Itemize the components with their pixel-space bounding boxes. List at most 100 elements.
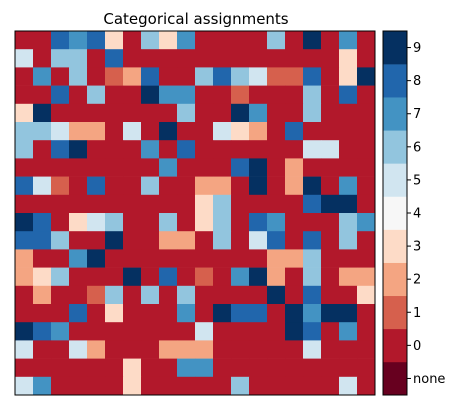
colorbar-segment <box>383 229 407 263</box>
heatmap-cell <box>195 194 214 214</box>
heatmap-cell <box>267 176 286 196</box>
heatmap-cell <box>285 85 304 105</box>
heatmap-cell <box>51 358 70 378</box>
heatmap-cell <box>213 304 232 323</box>
heatmap-cell <box>159 103 178 123</box>
heatmap-cell <box>141 340 160 359</box>
heatmap-cell <box>339 158 358 177</box>
heatmap-cell <box>69 122 88 141</box>
heatmap-cell <box>105 85 124 105</box>
heatmap-cell <box>357 176 376 196</box>
heatmap-cell <box>321 322 340 341</box>
heatmap-cell <box>339 231 358 250</box>
heatmap-cell <box>321 158 340 177</box>
heatmap-cell <box>303 322 322 341</box>
heatmap-cell <box>303 103 322 123</box>
heatmap-cell <box>141 67 160 86</box>
heatmap-cell <box>231 267 250 287</box>
heatmap-cell <box>105 67 124 86</box>
heatmap-cell <box>339 249 358 268</box>
heatmap-cell <box>213 285 232 305</box>
heatmap-cell <box>357 194 376 214</box>
heatmap-cell <box>123 140 142 159</box>
heatmap-cell <box>339 213 358 232</box>
heatmap-cell <box>15 122 34 141</box>
heatmap-cell <box>267 285 286 305</box>
heatmap-cell <box>357 231 376 250</box>
heatmap-cell <box>123 376 142 396</box>
heatmap-cell <box>249 194 268 214</box>
colorbar <box>383 31 407 396</box>
heatmap-cell <box>249 231 268 250</box>
heatmap-cell <box>231 31 250 50</box>
heatmap-cell <box>339 194 358 214</box>
heatmap-cell <box>141 31 160 50</box>
heatmap-cell <box>105 176 124 196</box>
heatmap-cell <box>285 158 304 177</box>
heatmap-cell <box>267 67 286 86</box>
colorbar-tick-label: 2 <box>413 273 421 288</box>
heatmap-cell <box>339 67 358 86</box>
heatmap-cell <box>321 358 340 378</box>
heatmap-cell <box>357 267 376 287</box>
heatmap-cell <box>87 231 106 250</box>
heatmap-cell <box>33 231 52 250</box>
heatmap-cell <box>195 267 214 287</box>
colorbar-frame <box>382 30 408 396</box>
heatmap-cell <box>339 176 358 196</box>
heatmap-cell <box>303 376 322 396</box>
heatmap-cell <box>249 304 268 323</box>
heatmap-cell <box>267 213 286 232</box>
heatmap-cell <box>303 231 322 250</box>
heatmap-cell <box>141 140 160 159</box>
heatmap-cell <box>285 267 304 287</box>
heatmap-cell <box>231 158 250 177</box>
heatmap-cell <box>123 103 142 123</box>
heatmap-cell <box>231 122 250 141</box>
heatmap-cell <box>177 140 196 159</box>
heatmap-cell <box>249 122 268 141</box>
heatmap-cell <box>159 213 178 232</box>
heatmap-cell <box>249 322 268 341</box>
heatmap-cell <box>321 340 340 359</box>
heatmap-cell <box>69 194 88 214</box>
heatmap-cell <box>213 49 232 68</box>
heatmap-cell <box>303 194 322 214</box>
heatmap-cell <box>321 249 340 268</box>
heatmap-cell <box>105 122 124 141</box>
heatmap-cell <box>141 103 160 123</box>
heatmap-cell <box>303 49 322 68</box>
heatmap-cell <box>105 249 124 268</box>
heatmap-cell <box>159 267 178 287</box>
heatmap-cell <box>339 31 358 50</box>
heatmap-cell <box>321 231 340 250</box>
heatmap-cell <box>249 176 268 196</box>
heatmap-cell <box>303 176 322 196</box>
heatmap-cell <box>303 67 322 86</box>
heatmap-cell <box>51 376 70 396</box>
heatmap-cell <box>15 176 34 196</box>
heatmap-cell <box>285 194 304 214</box>
heatmap-cell <box>267 358 286 378</box>
heatmap-cell <box>357 322 376 341</box>
heatmap-cell <box>69 213 88 232</box>
heatmap-cell <box>303 285 322 305</box>
heatmap-cell <box>105 322 124 341</box>
heatmap-cell <box>141 322 160 341</box>
heatmap-cell <box>105 376 124 396</box>
heatmap-cell <box>339 49 358 68</box>
heatmap-cell <box>33 158 52 177</box>
heatmap-cell <box>87 31 106 50</box>
heatmap-cell <box>177 103 196 123</box>
heatmap-cell <box>87 158 106 177</box>
heatmap-cell <box>123 31 142 50</box>
heatmap-cell <box>195 176 214 196</box>
heatmap-cell <box>285 231 304 250</box>
heatmap-cell <box>15 358 34 378</box>
heatmap-cell <box>303 85 322 105</box>
heatmap-cell <box>303 213 322 232</box>
heatmap-cell <box>51 158 70 177</box>
heatmap-cell <box>105 304 124 323</box>
heatmap-cell <box>69 85 88 105</box>
colorbar-segment <box>383 130 407 164</box>
